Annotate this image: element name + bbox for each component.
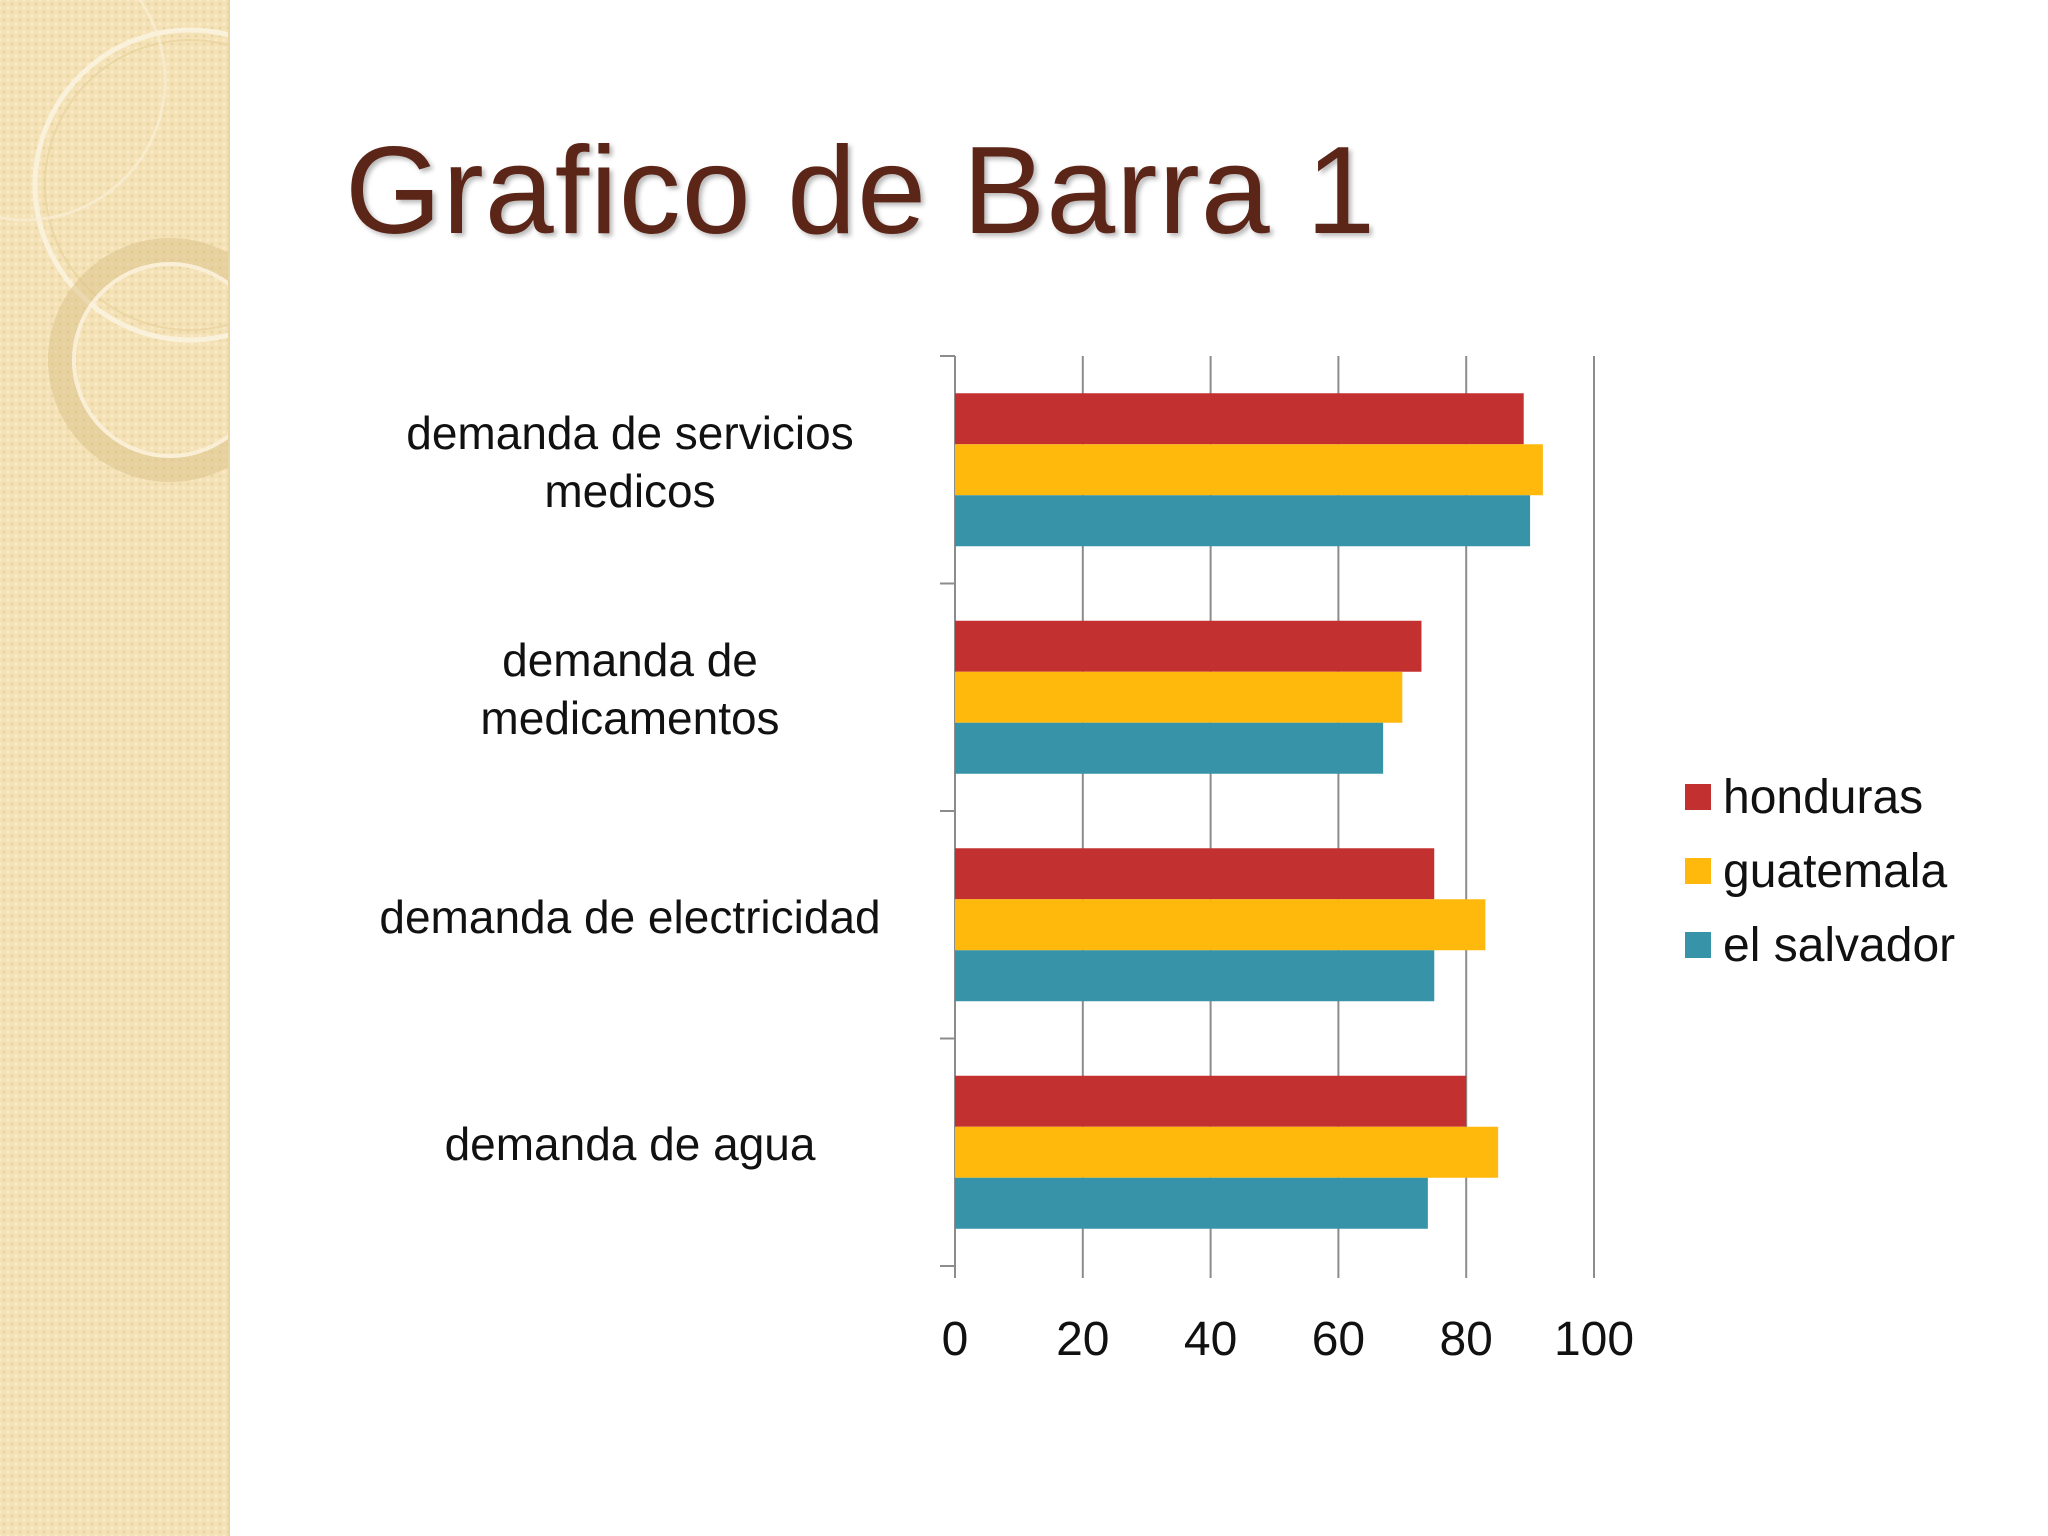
legend-item: el salvador (1685, 908, 1955, 982)
category-label-line: medicos (544, 464, 716, 517)
category-label: demanda de medicamentos (350, 631, 910, 747)
category-label: demanda de electricidad (350, 888, 910, 946)
slide-title: Grafico de Barra 1 (345, 122, 1377, 260)
category-label-line: demanda de servicios (406, 406, 854, 459)
x-tick-label: 20 (1056, 1313, 1110, 1366)
category-label: demanda de agua (350, 1115, 910, 1173)
legend-swatch (1685, 784, 1711, 810)
bar-el-salvador-0 (955, 495, 1531, 547)
x-tick-label: 80 (1439, 1313, 1493, 1366)
decorative-side-panel (0, 0, 230, 1536)
bar-el-salvador-3 (955, 1177, 1428, 1229)
legend-swatch (1685, 858, 1711, 884)
legend-item: guatemala (1685, 834, 1955, 908)
x-tick-label: 60 (1311, 1313, 1366, 1366)
bar-guatemala-2 (955, 899, 1486, 951)
bar-honduras-3 (955, 1075, 1467, 1127)
bar-honduras-0 (955, 393, 1524, 445)
legend-label: honduras (1723, 770, 1924, 824)
legend-label: el salvador (1723, 918, 1956, 972)
bar-honduras-2 (955, 848, 1435, 900)
category-label-line: medicamentos (480, 692, 780, 745)
bar-el-salvador-1 (955, 722, 1384, 774)
x-tick-label: 40 (1183, 1313, 1238, 1366)
category-label-line: demanda de (502, 634, 758, 687)
legend-swatch (1685, 932, 1711, 958)
bar-guatemala-3 (955, 1126, 1499, 1178)
category-label-line: demanda de agua (444, 1118, 816, 1171)
decorative-rings (0, 0, 228, 482)
bar-guatemala-0 (955, 444, 1543, 496)
legend-label: guatemala (1723, 844, 1948, 898)
category-label: demanda de servicios medicos (350, 404, 910, 520)
legend-item: honduras (1685, 760, 1955, 834)
bar-honduras-1 (955, 620, 1422, 672)
x-tick-label: 0 (941, 1313, 969, 1366)
category-label-line: demanda de electricidad (379, 890, 881, 943)
bar-guatemala-1 (955, 671, 1403, 723)
x-tick-label: 100 (1553, 1313, 1635, 1366)
bar-el-salvador-2 (955, 950, 1435, 1002)
chart-legend: honduras guatemala el salvador (1685, 760, 1955, 982)
